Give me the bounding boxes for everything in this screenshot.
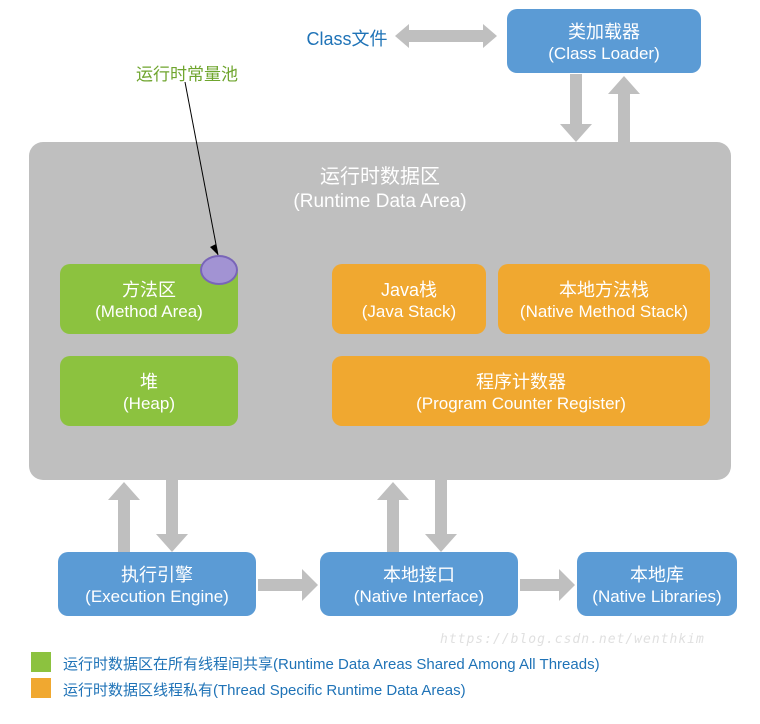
native-libs-en: (Native Libraries)	[592, 587, 721, 607]
method-area-en: (Method Area)	[95, 302, 203, 322]
native-libs-box: 本地库 (Native Libraries)	[577, 552, 737, 616]
pc-register-en: (Program Counter Register)	[416, 394, 626, 414]
watermark-text: https://blog.csdn.net/wenthkim	[440, 632, 705, 647]
legend-green-text: 运行时数据区在所有线程间共享(Runtime Data Areas Shared…	[63, 653, 600, 674]
loader-up-arrow	[607, 74, 641, 144]
heap-box: 堆 (Heap)	[60, 356, 238, 426]
exec-engine-box: 执行引擎 (Execution Engine)	[58, 552, 256, 616]
runtime-area-en: (Runtime Data Area)	[29, 191, 731, 213]
runtime-area-cn: 运行时数据区	[29, 160, 731, 189]
class-file-arrow	[395, 19, 503, 53]
native-iface-cn: 本地接口	[383, 561, 455, 587]
legend-orange-text: 运行时数据区线程私有(Thread Specific Runtime Data …	[63, 679, 466, 700]
pc-register-box: 程序计数器 (Program Counter Register)	[332, 356, 710, 426]
iface-down-arrow	[424, 480, 458, 554]
runtime-area-title: 运行时数据区 (Runtime Data Area)	[29, 160, 731, 213]
java-stack-en: (Java Stack)	[362, 302, 456, 322]
class-loader-box: 类加载器 (Class Loader)	[507, 9, 701, 73]
iface-to-libs-arrow	[520, 568, 577, 602]
class-loader-cn: 类加载器	[568, 18, 640, 44]
java-stack-box: Java栈 (Java Stack)	[332, 264, 486, 334]
legend-green-square	[31, 652, 51, 672]
native-stack-en: (Native Method Stack)	[520, 302, 688, 322]
exec-engine-en: (Execution Engine)	[85, 587, 229, 607]
pc-register-cn: 程序计数器	[476, 368, 566, 394]
native-libs-cn: 本地库	[630, 561, 684, 587]
native-iface-en: (Native Interface)	[354, 587, 484, 607]
exec-engine-cn: 执行引擎	[121, 561, 193, 587]
heap-cn: 堆	[140, 368, 158, 394]
exec-down-arrow	[155, 480, 189, 554]
legend-orange-square	[31, 678, 51, 698]
class-file-label: Class文件	[297, 25, 397, 51]
native-stack-cn: 本地方法栈	[559, 276, 649, 302]
heap-en: (Heap)	[123, 394, 175, 414]
exec-to-iface-arrow	[258, 568, 320, 602]
method-area-cn: 方法区	[122, 276, 176, 302]
exec-up-arrow	[107, 480, 141, 554]
iface-up-arrow	[376, 480, 410, 554]
native-stack-box: 本地方法栈 (Native Method Stack)	[498, 264, 710, 334]
constant-pool-line	[180, 82, 230, 262]
class-loader-en: (Class Loader)	[548, 44, 660, 64]
loader-down-arrow	[559, 74, 593, 144]
native-iface-box: 本地接口 (Native Interface)	[320, 552, 518, 616]
java-stack-cn: Java栈	[381, 276, 437, 302]
